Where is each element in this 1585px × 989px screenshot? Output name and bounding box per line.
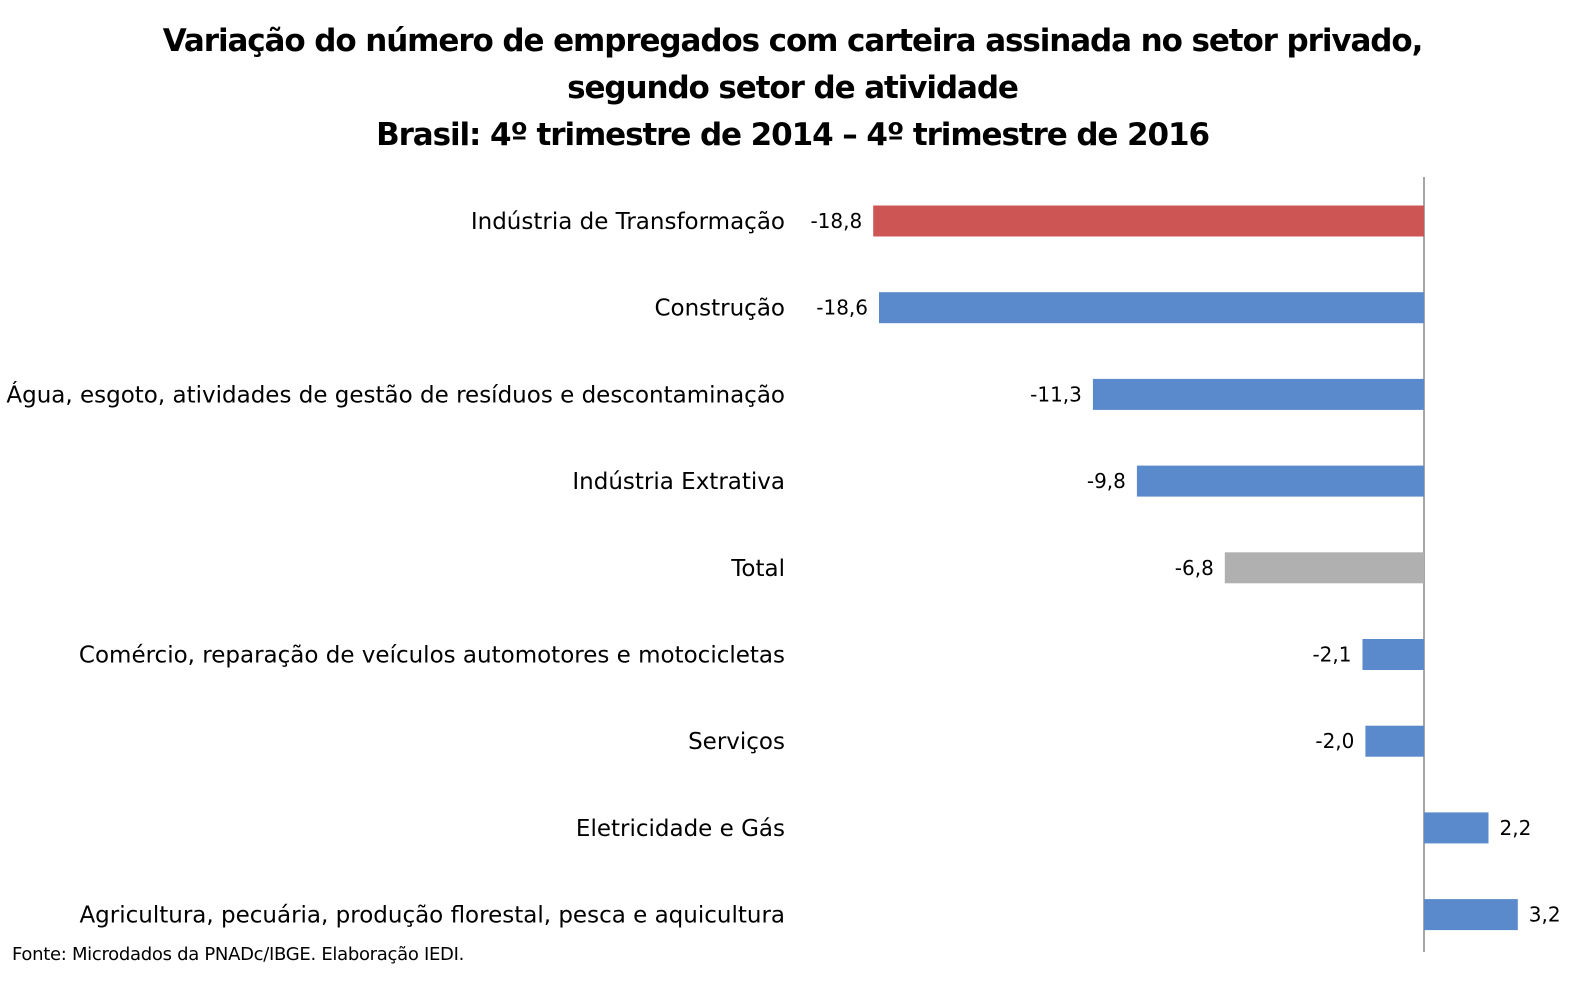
bar bbox=[873, 205, 1424, 237]
category-label: Agricultura, pecuária, produção floresta… bbox=[79, 903, 785, 929]
bar bbox=[879, 292, 1424, 324]
category-label: Indústria Extrativa bbox=[572, 469, 785, 495]
data-label: -6,8 bbox=[1175, 556, 1214, 580]
data-label: -2,0 bbox=[1315, 729, 1354, 753]
chart-title-line-3: Brasil: 4º trimestre de 2014 – 4º trimes… bbox=[376, 117, 1210, 153]
category-label: Comércio, reparação de veículos automoto… bbox=[79, 643, 785, 669]
category-label: Água, esgoto, atividades de gestão de re… bbox=[6, 380, 785, 408]
bar bbox=[1424, 899, 1518, 931]
bar bbox=[1136, 465, 1424, 497]
bar bbox=[1224, 552, 1424, 584]
category-label: Eletricidade e Gás bbox=[576, 816, 785, 842]
data-label: -11,3 bbox=[1030, 382, 1082, 406]
data-label: -18,6 bbox=[816, 296, 868, 320]
bar bbox=[1424, 812, 1489, 844]
data-label: 2,2 bbox=[1500, 816, 1532, 840]
data-label: -9,8 bbox=[1087, 469, 1126, 493]
data-label: 3,2 bbox=[1529, 903, 1561, 927]
source-note: Fonte: Microdados da PNADc/IBGE. Elabora… bbox=[12, 944, 465, 965]
chart-title: Variação do número de empregados com car… bbox=[0, 18, 1585, 159]
data-label: -2,1 bbox=[1312, 643, 1351, 667]
bar bbox=[1092, 378, 1424, 410]
chart-title-line-1: Variação do número de empregados com car… bbox=[162, 23, 1424, 59]
category-label: Total bbox=[730, 556, 785, 582]
bar bbox=[1362, 639, 1424, 670]
data-label: -18,8 bbox=[810, 209, 862, 233]
category-label: Construção bbox=[654, 296, 785, 322]
chart-title-line-2: segundo setor de atividade bbox=[567, 70, 1019, 106]
category-label: Indústria de Transformação bbox=[471, 209, 785, 235]
bar bbox=[1365, 725, 1424, 757]
category-label: Serviços bbox=[688, 729, 785, 755]
